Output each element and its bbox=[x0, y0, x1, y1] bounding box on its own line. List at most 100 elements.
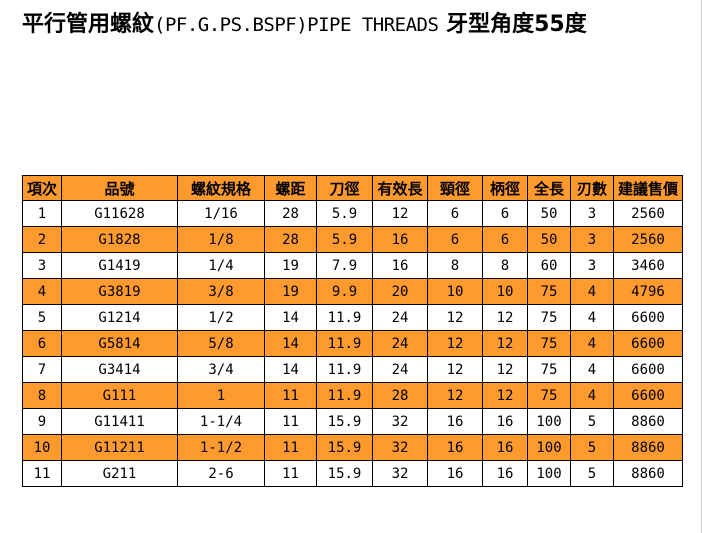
cell-flutes: 3 bbox=[570, 226, 614, 253]
cell-cutter-dia: 11.9 bbox=[316, 304, 373, 331]
cell-shank-dia: 6 bbox=[482, 226, 528, 253]
title-chinese: 平行管用螺紋 bbox=[22, 12, 155, 37]
cell-cutter-dia: 5.9 bbox=[316, 226, 373, 253]
cell-effective-length: 16 bbox=[372, 226, 428, 253]
cell-cutter-dia: 15.9 bbox=[316, 408, 373, 435]
header-shank-dia: 柄徑 bbox=[482, 175, 528, 201]
table-row: 4 G3819 3/8 19 9.9 20 10 10 75 4 4796 bbox=[22, 278, 683, 305]
cell-neck-dia: 12 bbox=[427, 356, 483, 383]
cell-thread-spec: 3/4 bbox=[177, 356, 265, 383]
cell-flutes: 4 bbox=[570, 356, 614, 383]
cell-item-no: 2 bbox=[22, 226, 62, 253]
cell-suggested-price: 8860 bbox=[613, 408, 683, 435]
cell-effective-length: 24 bbox=[372, 356, 428, 383]
cell-thread-spec: 2-6 bbox=[177, 460, 265, 487]
table-header-row: 項次 品號 螺紋規格 螺距 刀徑 有效長 頸徑 柄徑 全長 刃數 建議售價 bbox=[22, 175, 683, 201]
cell-pitch: 11 bbox=[264, 382, 317, 409]
cell-cutter-dia: 11.9 bbox=[316, 382, 373, 409]
cell-neck-dia: 6 bbox=[427, 226, 483, 253]
cell-overall-length: 75 bbox=[527, 330, 571, 357]
cell-overall-length: 75 bbox=[527, 382, 571, 409]
header-neck-dia: 頸徑 bbox=[427, 175, 483, 201]
cell-pitch: 28 bbox=[264, 200, 317, 227]
cell-suggested-price: 4796 bbox=[613, 278, 683, 305]
cell-pitch: 14 bbox=[264, 356, 317, 383]
header-pitch: 螺距 bbox=[264, 175, 317, 201]
cell-item-no: 3 bbox=[22, 252, 62, 279]
table-body: 1 G11628 1/16 28 5.9 12 6 6 50 3 2560 2 G1828 1/8 28 5.… bbox=[22, 200, 683, 487]
cell-item-no: 4 bbox=[22, 278, 62, 305]
cell-shank-dia: 16 bbox=[482, 408, 528, 435]
cell-thread-spec: 1 bbox=[177, 382, 265, 409]
cell-effective-length: 12 bbox=[372, 200, 428, 227]
cell-part-no: G1214 bbox=[61, 304, 178, 331]
table-row: 2 G1828 1/8 28 5.9 16 6 6 50 3 2560 bbox=[22, 226, 683, 253]
cell-effective-length: 24 bbox=[372, 304, 428, 331]
cell-pitch: 14 bbox=[264, 304, 317, 331]
cell-shank-dia: 10 bbox=[482, 278, 528, 305]
cell-item-no: 8 bbox=[22, 382, 62, 409]
cell-pitch: 28 bbox=[264, 226, 317, 253]
cell-item-no: 1 bbox=[22, 200, 62, 227]
page-title: 平行管用螺紋(PF.G.PS.BSPF)PIPE THREADS 牙型角度55度 bbox=[22, 8, 587, 42]
cell-item-no: 5 bbox=[22, 304, 62, 331]
cell-item-no: 9 bbox=[22, 408, 62, 435]
table-row: 6 G5814 5/8 14 11.9 24 12 12 75 4 6600 bbox=[22, 330, 683, 357]
cell-neck-dia: 16 bbox=[427, 434, 483, 461]
cell-shank-dia: 6 bbox=[482, 200, 528, 227]
cell-pitch: 11 bbox=[264, 460, 317, 487]
cell-flutes: 5 bbox=[570, 460, 614, 487]
cell-part-no: G211 bbox=[61, 460, 178, 487]
cell-part-no: G11411 bbox=[61, 408, 178, 435]
cell-overall-length: 75 bbox=[527, 304, 571, 331]
cell-cutter-dia: 15.9 bbox=[316, 460, 373, 487]
cell-shank-dia: 12 bbox=[482, 304, 528, 331]
table-row: 11 G211 2-6 11 15.9 32 16 16 100 5 8860 bbox=[22, 460, 683, 487]
cell-part-no: G1419 bbox=[61, 252, 178, 279]
cell-thread-spec: 1-1/4 bbox=[177, 408, 265, 435]
title-standard: (PF.G.PS.BSPF)PIPE THREADS bbox=[154, 14, 439, 36]
cell-overall-length: 100 bbox=[527, 434, 571, 461]
cell-effective-length: 32 bbox=[372, 434, 428, 461]
cell-thread-spec: 1/16 bbox=[177, 200, 265, 227]
cell-thread-spec: 1/2 bbox=[177, 304, 265, 331]
cell-suggested-price: 6600 bbox=[613, 382, 683, 409]
cell-suggested-price: 8860 bbox=[613, 434, 683, 461]
cell-overall-length: 75 bbox=[527, 278, 571, 305]
cell-neck-dia: 16 bbox=[427, 408, 483, 435]
table-row: 10 G11211 1-1/2 11 15.9 32 16 16 100 5 8860 bbox=[22, 434, 683, 461]
cell-cutter-dia: 7.9 bbox=[316, 252, 373, 279]
cell-suggested-price: 2560 bbox=[613, 226, 683, 253]
cell-thread-spec: 3/8 bbox=[177, 278, 265, 305]
cell-effective-length: 16 bbox=[372, 252, 428, 279]
cell-flutes: 3 bbox=[570, 200, 614, 227]
cell-effective-length: 32 bbox=[372, 408, 428, 435]
cell-part-no: G111 bbox=[61, 382, 178, 409]
header-effective-length: 有效長 bbox=[372, 175, 428, 201]
header-item-no: 項次 bbox=[22, 175, 62, 201]
table-row: 5 G1214 1/2 14 11.9 24 12 12 75 4 6600 bbox=[22, 304, 683, 331]
cell-cutter-dia: 9.9 bbox=[316, 278, 373, 305]
cell-suggested-price: 6600 bbox=[613, 304, 683, 331]
cell-pitch: 19 bbox=[264, 278, 317, 305]
cell-effective-length: 32 bbox=[372, 460, 428, 487]
cell-suggested-price: 2560 bbox=[613, 200, 683, 227]
header-thread-spec: 螺紋規格 bbox=[177, 175, 265, 201]
cell-part-no: G11628 bbox=[61, 200, 178, 227]
title-angle: 牙型角度55度 bbox=[438, 12, 587, 37]
table-row: 8 G111 1 11 11.9 28 12 12 75 4 6600 bbox=[22, 382, 683, 409]
cell-part-no: G3414 bbox=[61, 356, 178, 383]
cell-shank-dia: 16 bbox=[482, 460, 528, 487]
cell-part-no: G11211 bbox=[61, 434, 178, 461]
cell-pitch: 14 bbox=[264, 330, 317, 357]
cell-shank-dia: 12 bbox=[482, 356, 528, 383]
cell-shank-dia: 8 bbox=[482, 252, 528, 279]
cell-effective-length: 20 bbox=[372, 278, 428, 305]
cell-cutter-dia: 11.9 bbox=[316, 330, 373, 357]
cell-item-no: 10 bbox=[22, 434, 62, 461]
cell-part-no: G5814 bbox=[61, 330, 178, 357]
cell-overall-length: 50 bbox=[527, 200, 571, 227]
cell-cutter-dia: 5.9 bbox=[316, 200, 373, 227]
cell-neck-dia: 8 bbox=[427, 252, 483, 279]
cell-overall-length: 100 bbox=[527, 408, 571, 435]
